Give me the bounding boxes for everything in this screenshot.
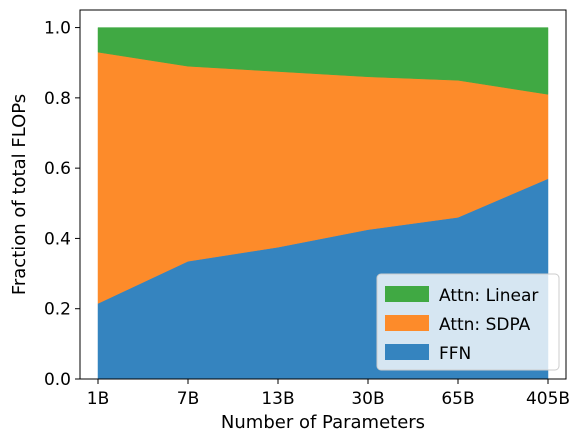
legend-swatch	[385, 315, 429, 331]
x-axis: 1B 7B 13B 30B 65B 405B	[87, 379, 570, 409]
area-attn-linear	[97, 27, 549, 95]
y-tick-label: 0.4	[44, 229, 71, 249]
legend-label: Attn: SDPA	[439, 315, 531, 335]
legend-label: Attn: Linear	[439, 286, 538, 306]
y-tick-label: 0.8	[44, 89, 71, 109]
y-tick-label: 0.6	[44, 159, 71, 179]
x-tick-label: 13B	[261, 389, 294, 409]
x-tick-label: 1B	[87, 389, 109, 409]
y-axis-label: Fraction of total FLOPs	[9, 94, 30, 295]
x-axis-label: Number of Parameters	[221, 412, 425, 433]
x-tick-label: 30B	[351, 389, 384, 409]
x-tick-label: 7B	[177, 389, 199, 409]
y-tick-label: 0.2	[44, 300, 71, 320]
legend-swatch	[385, 344, 429, 360]
x-tick-label: 405B	[526, 389, 570, 409]
x-tick-label: 65B	[441, 389, 474, 409]
plot-frame	[79, 9, 567, 380]
legend-label: FFN	[439, 344, 471, 364]
y-axis: 0.0 0.2 0.4 0.6 0.8 1.0	[44, 19, 80, 390]
y-tick-label: 1.0	[44, 19, 71, 39]
legend-swatch	[385, 286, 429, 302]
legend: Attn: Linear Attn: SDPA FFN	[376, 273, 560, 371]
y-tick-label: 0.0	[44, 370, 71, 390]
